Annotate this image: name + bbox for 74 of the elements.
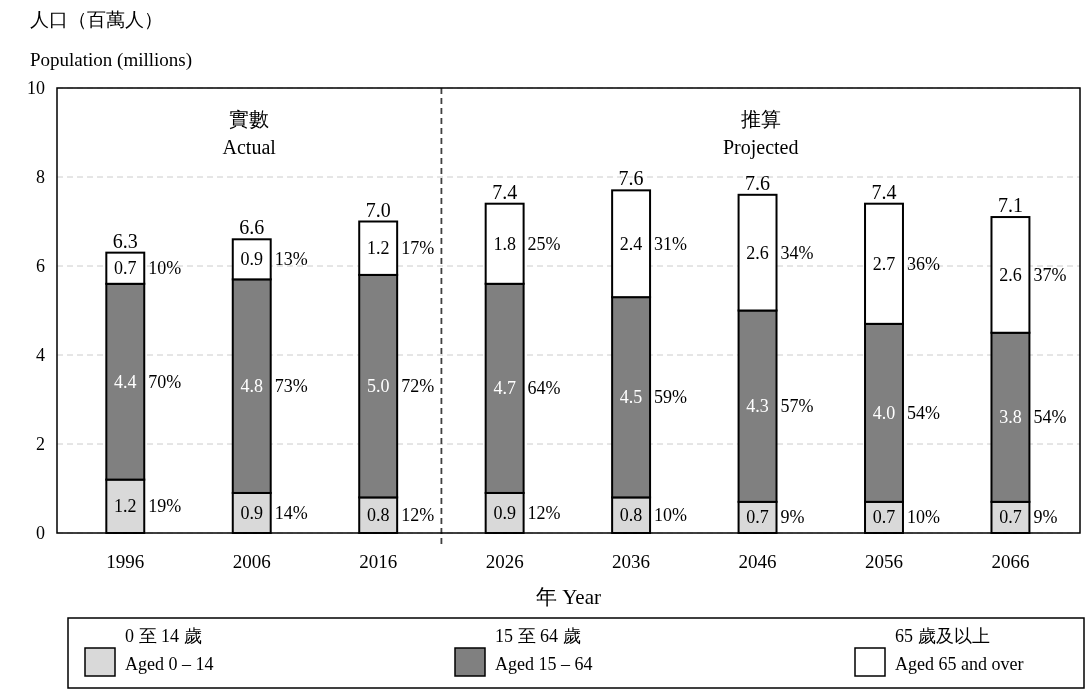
x-tick-label: 1996 (106, 551, 145, 572)
data-label: 0.9 (240, 502, 263, 523)
data-label: 0.7 (999, 507, 1022, 528)
data-label: 4.5 (619, 387, 643, 408)
data-label: 0.7 (872, 507, 896, 528)
data-label: 2.7 (872, 253, 896, 274)
annotation: 25% (527, 233, 561, 254)
data-label: 0.7 (746, 507, 769, 528)
annotation: 17% (401, 238, 435, 259)
annotation: 19% (148, 496, 182, 517)
data-label: 1.8 (493, 233, 516, 254)
data-label: 2.6 (999, 264, 1022, 285)
annotation: 10% (654, 505, 688, 526)
data-label: 4.4 (114, 371, 137, 392)
x-tick-label: 2066 (991, 551, 1030, 572)
annotation: 54% (1033, 407, 1067, 428)
total-label: 6.6 (239, 216, 265, 239)
y-tick-label: 4 (36, 345, 45, 365)
y-tick-label: 10 (27, 78, 45, 98)
data-label: 1.2 (114, 496, 137, 517)
total-label: 7.1 (997, 194, 1023, 217)
annotation: 推算 Projected (722, 108, 799, 159)
annotation: 64% (527, 378, 561, 399)
x-axis-title: 年 Year (536, 585, 601, 609)
data-label: 4.0 (872, 402, 896, 423)
total-label: 6.3 (112, 229, 138, 252)
total-label: 7.6 (618, 167, 644, 190)
annotation: 70% (148, 371, 182, 392)
annotation: 9% (1033, 507, 1058, 528)
data-label: 0.7 (114, 258, 137, 279)
data-label: 0.8 (619, 505, 643, 526)
total-label: 7.4 (871, 180, 897, 203)
total-label: 7.6 (745, 171, 771, 194)
y-tick-label: 2 (36, 434, 45, 454)
annotation: 72% (401, 376, 435, 397)
annotation: 31% (654, 233, 688, 254)
annotation: 10% (148, 258, 182, 279)
annotation: 14% (274, 502, 308, 523)
data-label: 2.6 (746, 242, 769, 263)
data-label: 0.9 (493, 502, 516, 523)
data-label: 0.9 (240, 249, 263, 270)
y-tick-label: 8 (36, 167, 45, 187)
annotation: 36% (906, 253, 940, 274)
annotation: 13% (274, 249, 308, 270)
y-tick-label: 6 (36, 256, 45, 276)
y-tick-label: 0 (36, 523, 45, 543)
annotation: 實數 Actual (222, 108, 277, 158)
data-label: 1.2 (366, 238, 390, 259)
annotation: 12% (401, 505, 435, 526)
total-label: 7.0 (365, 198, 391, 221)
data-label: 5.0 (366, 376, 390, 397)
data-label: 4.7 (493, 378, 516, 399)
annotation: 73% (274, 376, 308, 397)
x-tick-label: 2056 (865, 551, 903, 572)
x-tick-label: 2026 (485, 551, 524, 572)
x-tick-label: 2016 (359, 551, 398, 572)
data-label: 3.8 (999, 407, 1022, 428)
y-axis-title: 人口（百萬人） Population (millions) (30, 9, 193, 71)
annotation: 57% (780, 396, 814, 417)
annotation: 10% (906, 507, 940, 528)
total-label: 7.4 (492, 180, 518, 203)
x-tick-label: 2036 (612, 551, 651, 572)
x-tick-label: 2006 (232, 551, 271, 572)
data-label: 4.3 (746, 396, 769, 417)
data-label: 4.8 (240, 376, 263, 397)
annotation: 37% (1033, 264, 1067, 285)
annotation: 59% (654, 387, 688, 408)
annotation: 9% (780, 507, 805, 528)
annotation: 12% (527, 502, 561, 523)
data-label: 0.8 (366, 505, 390, 526)
x-tick-label: 2046 (738, 551, 777, 572)
annotation: 34% (780, 242, 814, 263)
annotation: 54% (906, 402, 940, 423)
data-label: 2.4 (619, 233, 643, 254)
